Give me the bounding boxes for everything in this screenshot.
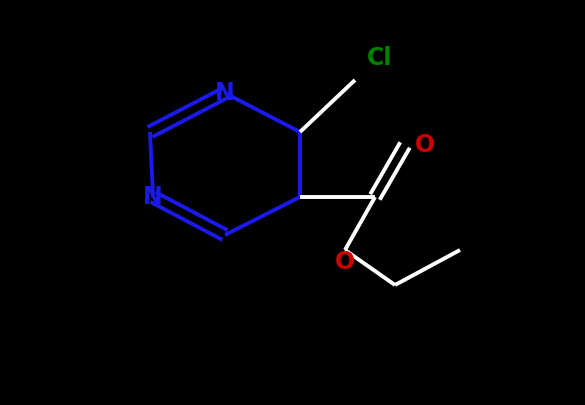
Text: Cl: Cl: [367, 46, 393, 70]
Text: N: N: [215, 81, 235, 105]
Text: O: O: [415, 133, 435, 157]
Text: O: O: [335, 250, 355, 274]
Text: N: N: [143, 185, 163, 209]
